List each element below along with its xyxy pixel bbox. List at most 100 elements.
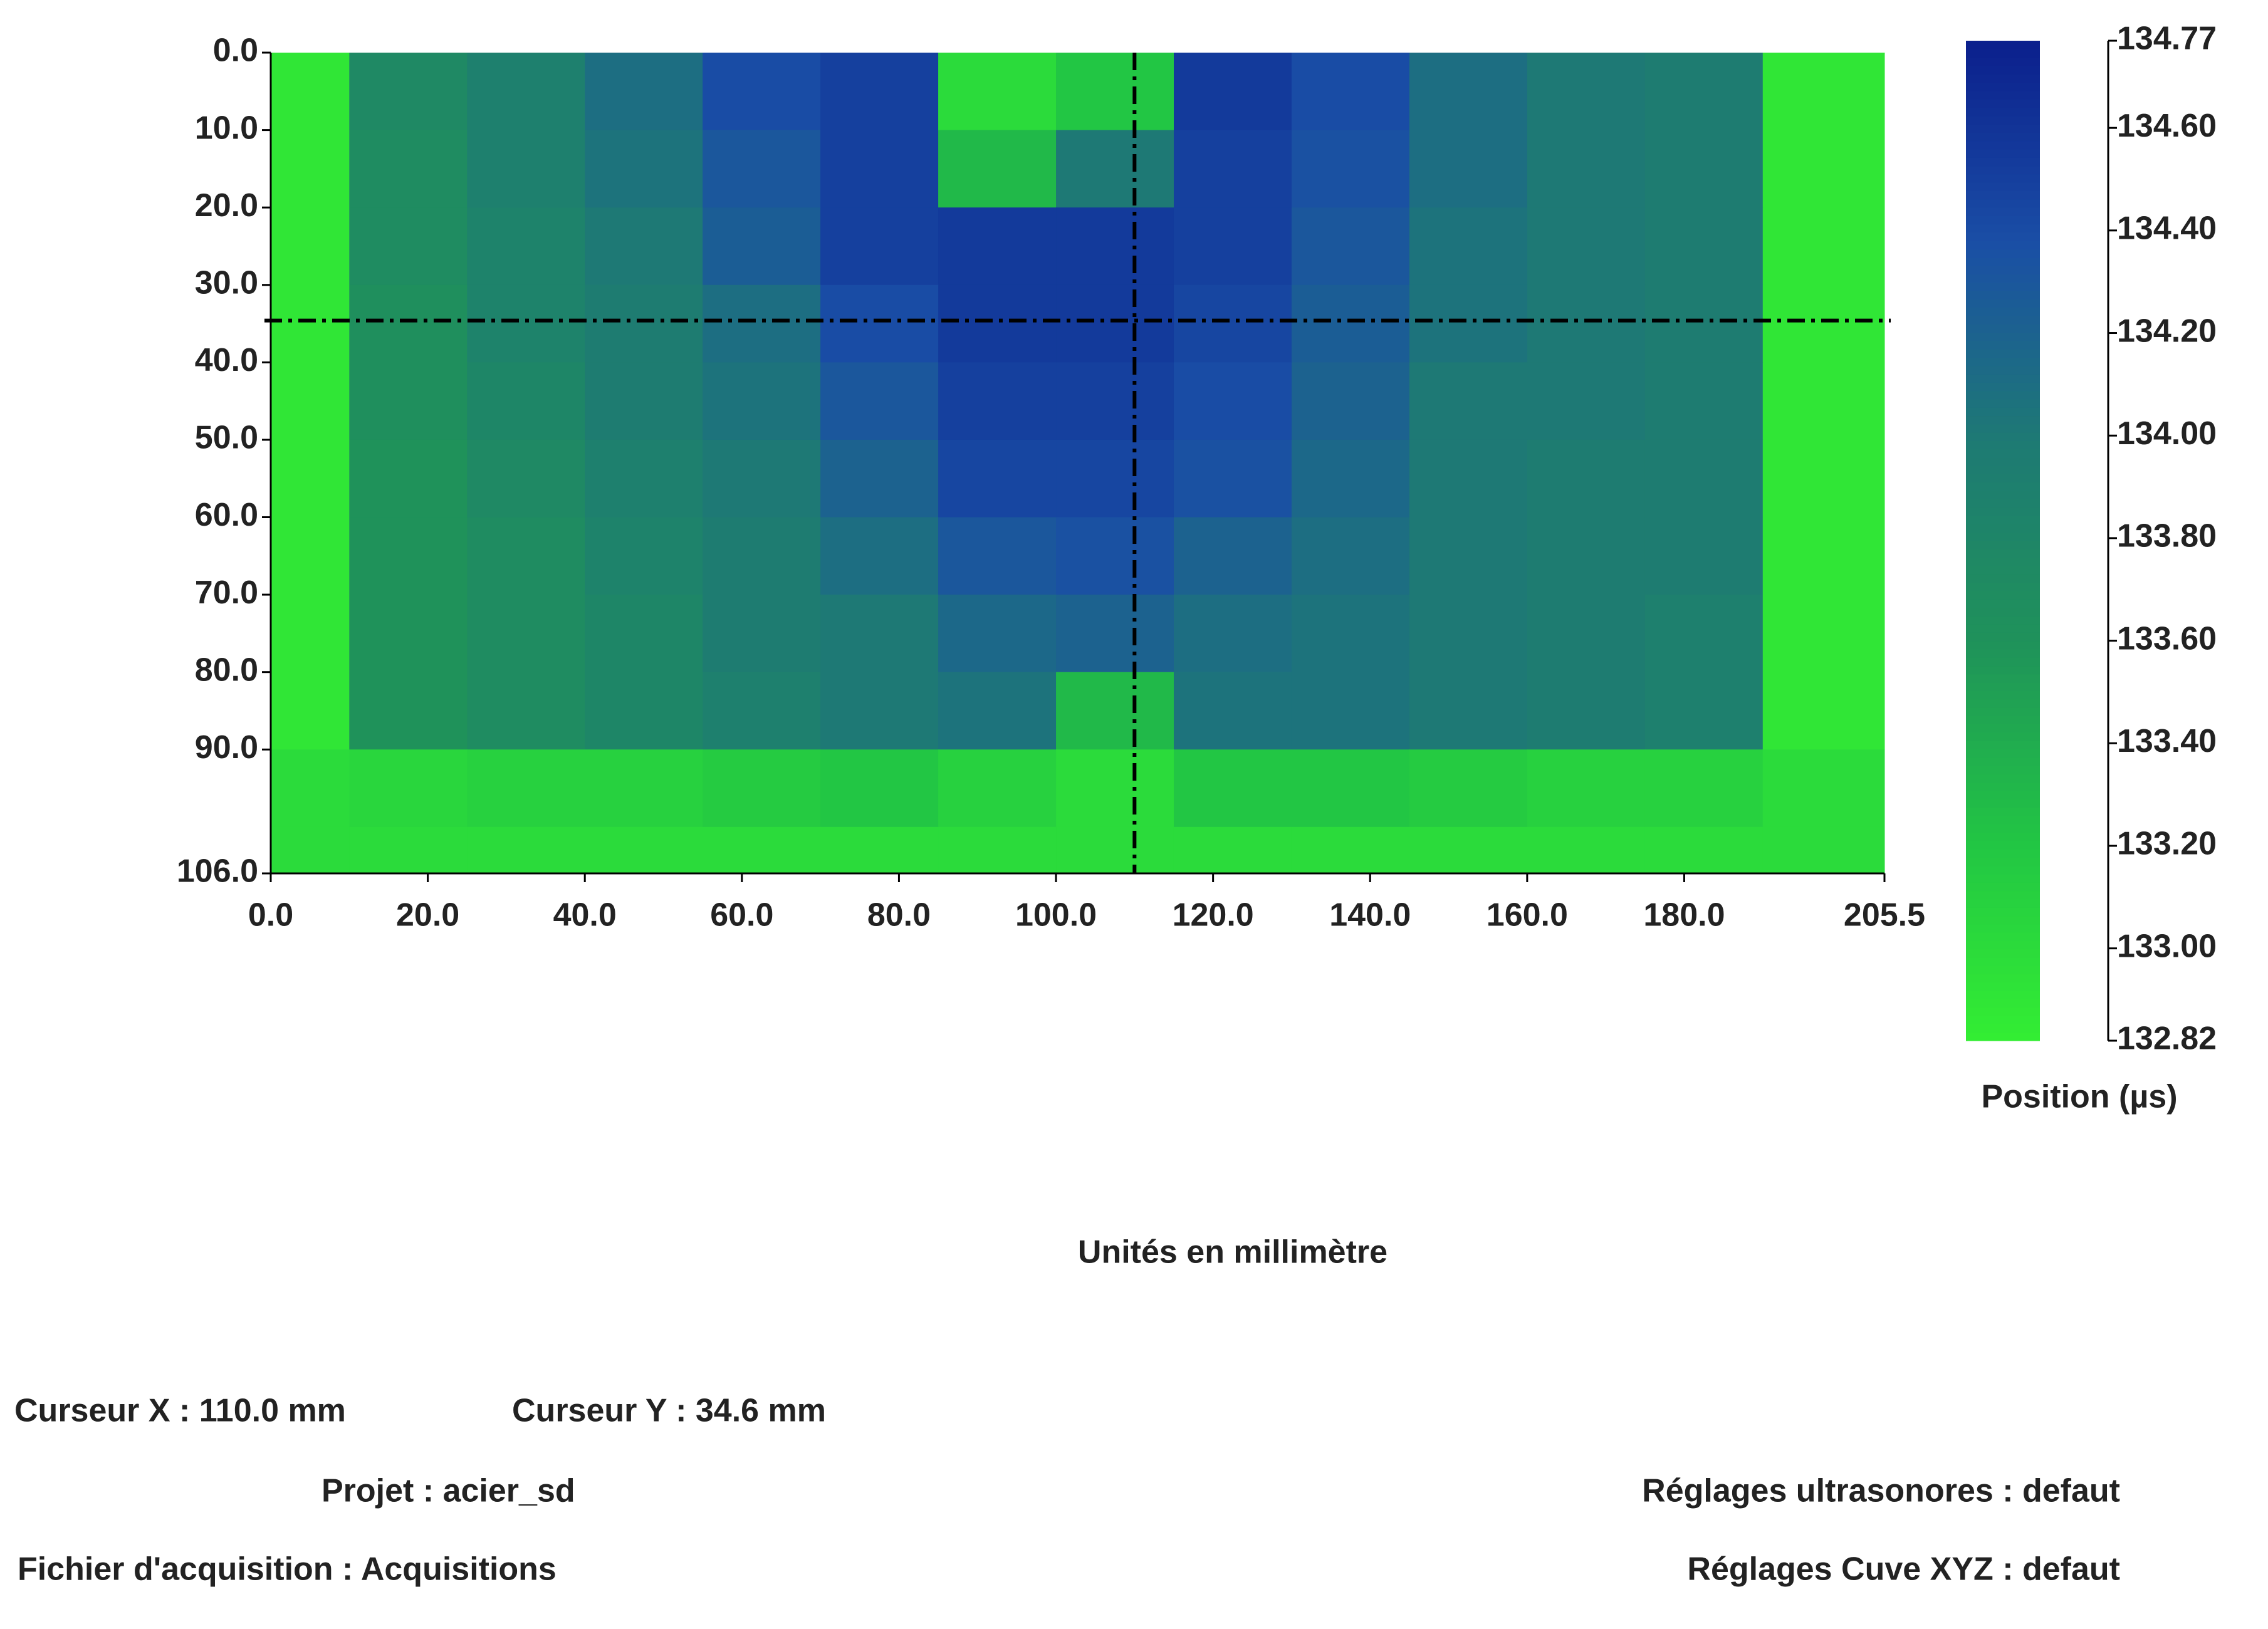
heat-cell (1527, 53, 1646, 131)
heat-cell (703, 517, 821, 595)
heat-cell (1762, 749, 1885, 828)
cursor-y-text: Curseur Y : 34.6 mm (512, 1393, 826, 1429)
heat-cell (1644, 207, 1764, 286)
colorbar-tick-label: 134.00 (2117, 415, 2217, 452)
heat-cell (271, 749, 350, 828)
heat-cell (1056, 595, 1174, 673)
colorbar-label: Position (µs) (1981, 1079, 2177, 1115)
colorbar-segment (1966, 291, 2040, 299)
colorbar-segment (1966, 190, 2040, 200)
heat-cell (1056, 130, 1174, 208)
heat-cell (938, 207, 1057, 286)
heat-cell (271, 207, 350, 286)
colorbar-segment (1966, 199, 2040, 208)
colorbar-segment (1966, 449, 2040, 458)
heat-cell (820, 53, 939, 131)
colorbar-segment (1966, 741, 2040, 750)
heat-cell (467, 284, 585, 363)
colorbar-segment (1966, 232, 2040, 241)
colorbar-segment (1966, 398, 2040, 408)
y-tick-label: 90.0 (195, 729, 258, 766)
colorbar-segment (1966, 874, 2040, 883)
heat-cell (938, 439, 1057, 518)
heat-cell (467, 53, 585, 131)
colorbar-tick-label: 133.60 (2117, 620, 2217, 657)
heat-cell (703, 284, 821, 363)
colorbar-segment (1966, 707, 2040, 716)
y-tick-label: 30.0 (195, 264, 258, 301)
colorbar-segment (1966, 791, 2040, 799)
heat-cell (1291, 207, 1410, 286)
colorbar-tick-label: 134.20 (2117, 313, 2217, 349)
colorbar-segment (1966, 216, 2040, 225)
heat-cell (1527, 672, 1646, 750)
colorbar-segment (1966, 516, 2040, 524)
colorbar-tick-label: 133.00 (2117, 928, 2217, 964)
colorbar-segment (1966, 832, 2040, 841)
heat-cell (1173, 826, 1292, 874)
colorbar-segment (1966, 949, 2040, 958)
heat-cell (1291, 439, 1410, 518)
heat-cell (1644, 826, 1764, 874)
colorbar-segment (1966, 699, 2040, 708)
heat-cell (271, 517, 350, 595)
heat-cell (1291, 517, 1410, 595)
colorbar-segment (1966, 382, 2040, 392)
heat-cell (1644, 517, 1764, 595)
colorbar-segment (1966, 915, 2040, 925)
heat-cell (1291, 362, 1410, 440)
heat-cell (1291, 284, 1410, 363)
heat-cell (585, 284, 703, 363)
heat-cell (271, 284, 350, 363)
colorbar-segment (1966, 1007, 2040, 1016)
tank-settings: Réglages Cuve XYZ : defaut (1687, 1551, 2120, 1588)
y-tick-label: 60.0 (195, 497, 258, 533)
heat-cell (938, 130, 1057, 208)
colorbar-segment (1966, 815, 2040, 825)
colorbar-tick-label: 133.40 (2117, 723, 2217, 759)
colorbar-segment (1966, 574, 2040, 583)
colorbar-segment (1966, 349, 2040, 358)
colorbar-segment (1966, 890, 2040, 900)
x-tick-label: 140.0 (1329, 897, 1411, 934)
colorbar-segment (1966, 882, 2040, 892)
heat-cell (1527, 284, 1646, 363)
colorbar-segment (1966, 965, 2040, 975)
colorbar-segment (1966, 807, 2040, 816)
colorbar-segment (1966, 957, 2040, 966)
colorbar-segment (1966, 607, 2040, 617)
heat-cell (1291, 53, 1410, 131)
heat-cell (585, 130, 703, 208)
colorbar-segment (1966, 774, 2040, 783)
heat-cell (1762, 672, 1885, 750)
heat-cell (271, 595, 350, 673)
colorbar-segment (1966, 374, 2040, 383)
colorbar-tick-label: 134.40 (2117, 211, 2217, 247)
colorbar-segment (1966, 390, 2040, 400)
heat-cell (1644, 595, 1764, 673)
y-tick-label: 20.0 (195, 187, 258, 224)
colorbar-segment (1966, 407, 2040, 417)
heat-cell (1644, 53, 1764, 131)
colorbar-segment (1966, 724, 2040, 733)
colorbar-segment (1966, 157, 2040, 167)
heat-cell (1056, 517, 1174, 595)
heat-cell (467, 826, 585, 874)
heat-cell (703, 826, 821, 874)
heat-cell (1409, 362, 1528, 440)
heat-cell (1527, 207, 1646, 286)
y-tick-label: 10.0 (195, 110, 258, 146)
heat-cell (1173, 749, 1292, 828)
heat-cell (1644, 130, 1764, 208)
heat-cell (1644, 284, 1764, 363)
x-tick-label: 120.0 (1173, 897, 1254, 934)
x-tick-label: 100.0 (1015, 897, 1097, 934)
colorbar-segment (1966, 474, 2040, 483)
colorbar-segment (1966, 174, 2040, 183)
colorbar-segment (1966, 549, 2040, 558)
heat-cell (271, 672, 350, 750)
heat-cell (1527, 130, 1646, 208)
heat-cell (1056, 207, 1174, 286)
heat-cell (1173, 130, 1292, 208)
